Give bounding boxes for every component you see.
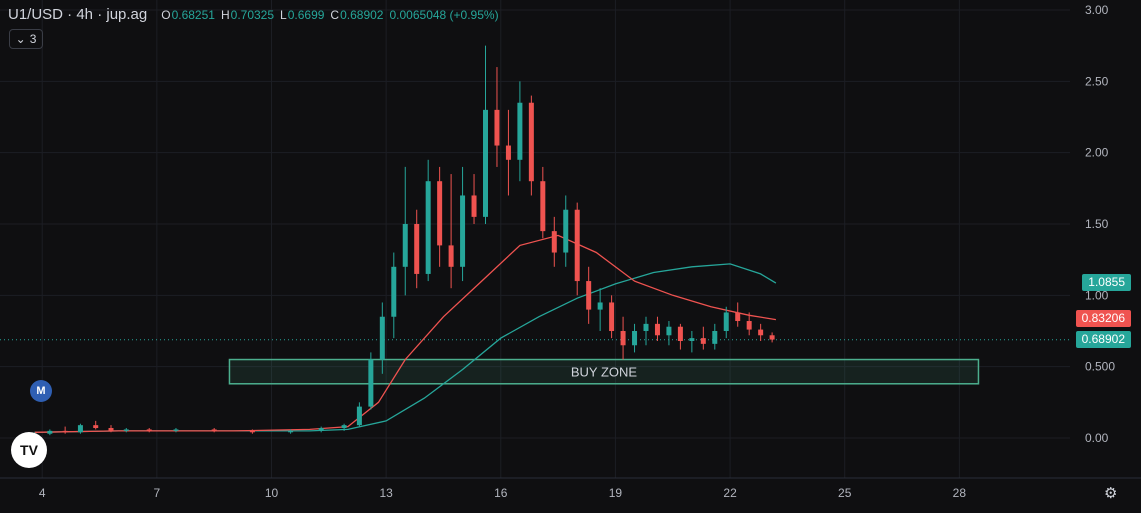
high-value: 0.70325 [230,8,275,22]
candle-body [448,245,454,267]
candle-body [632,331,638,346]
low-label: L [280,8,287,22]
open-value: 0.68251 [171,8,215,22]
x-tick-label: 4 [39,486,46,500]
candle-body [677,326,683,341]
candle-body [288,430,294,433]
candle-body [666,326,672,336]
x-tick-label: 25 [838,486,852,500]
close-label: C [330,8,340,22]
ma-slow-line [34,263,777,433]
candle-body [93,425,99,429]
candle-body [108,428,114,431]
symbol-title[interactable]: U1/USD · 4h · jup.ag [8,6,148,23]
y-tick-label: 2.00 [1085,146,1109,160]
candle-body [643,323,649,331]
buy-zone-rect[interactable] [228,358,980,385]
candle-body [609,302,615,331]
y-tick-label: 0.500 [1085,360,1115,374]
candle-body [414,224,420,274]
change-value: 0.0065048 (+0.95%) [389,8,499,22]
candle-body [758,329,764,336]
candle-body [318,428,324,431]
ma-slow-price-badge: 1.0855 [1082,274,1131,292]
candle-body [123,429,129,431]
candle-body [437,181,443,246]
indicators-toggle-button[interactable]: ⌄ 3 [9,29,43,49]
y-tick-label: 1.50 [1085,217,1109,231]
high-label: H [220,8,230,22]
close-value: 0.68902 [340,8,384,22]
candle-body [173,429,179,431]
candle-body [712,331,718,344]
candle-body [769,335,775,340]
legend-header: U1/USD · 4h · jup.ag O 0.68251 H 0.70325 L… [8,6,499,23]
x-tick-label: 7 [154,486,161,500]
y-tick-label: 3.00 [1085,3,1109,17]
ma-fast-price-badge: 0.83206 [1075,310,1131,328]
candle-body [77,425,83,433]
x-tick-label: 10 [265,486,279,500]
x-tick-label: 13 [379,486,393,500]
x-tick-label: 22 [723,486,737,500]
candle-body [379,316,385,360]
candle-body [689,338,695,341]
candle-body [597,302,603,310]
candle-body [563,209,569,253]
x-tick-label: 28 [953,486,967,500]
candle-body [146,429,152,431]
candle-body [746,321,752,330]
candle-body [47,430,53,434]
chevron-down-icon: ⌄ [15,32,26,46]
indicators-count: 3 [29,32,37,46]
candle-body [356,406,362,426]
candle-body [528,102,534,182]
candle-body [471,195,477,217]
y-tick-label: 0.00 [1085,431,1109,445]
buy-zone-label: BUY ZONE [571,365,638,380]
candle-body [425,181,431,274]
candle-body [62,430,68,433]
low-value: 0.6699 [287,8,325,22]
candle-body [211,429,217,431]
candle-body [540,181,546,232]
candle-body [574,209,580,282]
marker-m-button[interactable]: M [30,380,52,402]
y-tick-label: 1.00 [1085,288,1109,302]
candle-body [402,224,408,267]
candle-body [586,281,592,310]
candle-body [483,109,488,217]
candle-body [341,425,347,429]
candle-body [700,338,706,344]
candle-body [517,102,523,160]
gear-icon[interactable]: ⚙ [1104,485,1118,502]
tradingview-logo[interactable]: TV [11,432,47,468]
candle-body [620,331,626,346]
candle-body [391,266,397,317]
x-tick-label: 16 [494,486,508,500]
candle-body [551,231,557,253]
candle-body [735,312,741,322]
y-tick-label: 2.50 [1085,74,1109,88]
candle-body [723,312,729,331]
candle-body [460,195,466,267]
candle-body [494,109,500,146]
candle-body [654,323,660,336]
last-price-badge: 0.68902 [1075,330,1131,348]
open-label: O [161,8,171,22]
candle-body [249,430,255,433]
candle-body [505,145,511,160]
candle-body [368,359,374,407]
ma-fast-line [34,234,777,433]
x-tick-label: 19 [609,486,623,500]
